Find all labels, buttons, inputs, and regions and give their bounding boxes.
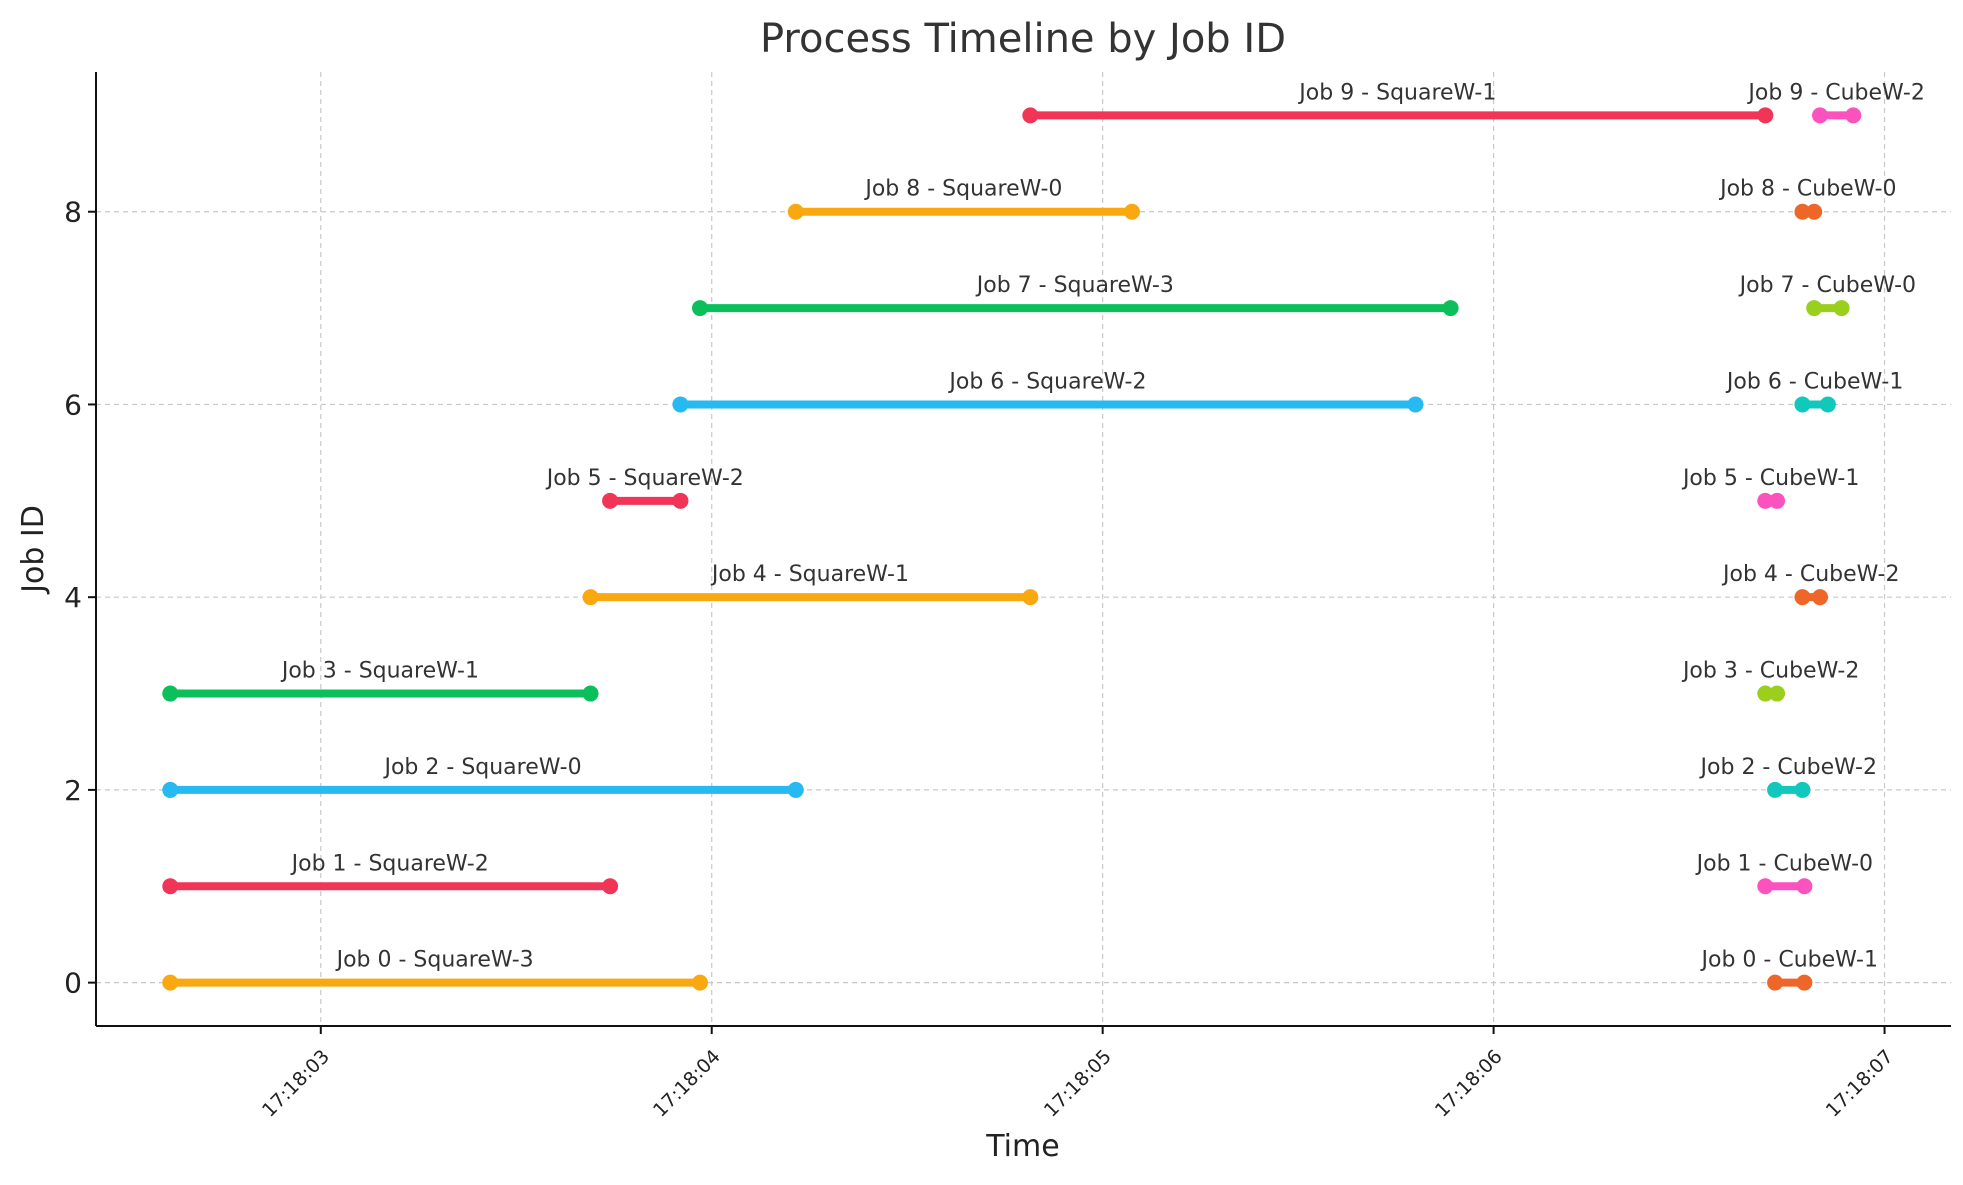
segment-end-point xyxy=(1794,781,1811,798)
y-tick-label: 8 xyxy=(64,196,82,229)
segment-end-point xyxy=(1796,974,1813,991)
segment-start-point xyxy=(162,685,179,702)
segment-start-point xyxy=(691,300,708,317)
segment-end-point xyxy=(1407,396,1424,413)
segment-start-point xyxy=(1767,974,1784,991)
segment-start-point xyxy=(787,203,804,220)
segment-end-point xyxy=(1022,589,1039,606)
segment-label: Job 4 - CubeW-2 xyxy=(1721,562,1899,587)
segment-start-point xyxy=(162,974,179,991)
segment-end-point xyxy=(787,781,804,798)
segment-end-point xyxy=(672,492,689,509)
y-tick-label: 2 xyxy=(64,774,82,807)
segment-end-point xyxy=(1796,878,1813,895)
chart-title: Process Timeline by Job ID xyxy=(760,16,1286,62)
y-tick-label: 6 xyxy=(64,388,82,421)
segment-end-point xyxy=(1769,492,1786,509)
segment-start-point xyxy=(1757,492,1774,509)
segment-label: Job 0 - CubeW-1 xyxy=(1700,948,1878,973)
segment-start-point xyxy=(1767,781,1784,798)
segment-end-point xyxy=(602,878,619,895)
segment-label: Job 4 - SquareW-1 xyxy=(710,562,909,587)
segment-label: Job 5 - CubeW-1 xyxy=(1681,466,1859,491)
y-tick-label: 0 xyxy=(64,967,82,1000)
label-layer: Job 0 - SquareW-3 Job 1 - SquareW-2 Job 2 … xyxy=(280,80,1925,972)
segment-end-point xyxy=(1812,589,1829,606)
segment-start-point xyxy=(1806,300,1823,317)
segment-label: Job 3 - CubeW-2 xyxy=(1681,659,1859,684)
segment-start-point xyxy=(582,589,599,606)
segment-label: Job 5 - SquareW-2 xyxy=(545,466,744,491)
y-axis-label: Job ID xyxy=(16,505,51,595)
segment-start-point xyxy=(1757,878,1774,895)
segment-start-point xyxy=(1794,589,1811,606)
segment-start-point xyxy=(162,781,179,798)
segment-label: Job 9 - CubeW-2 xyxy=(1746,80,1924,105)
segment-end-point xyxy=(1819,396,1836,413)
segment-end-point xyxy=(691,974,708,991)
segment-label: Job 1 - CubeW-0 xyxy=(1695,851,1873,876)
segment-label: Job 2 - CubeW-2 xyxy=(1699,755,1877,780)
segment-start-point xyxy=(1794,203,1811,220)
segment-end-point xyxy=(1757,107,1774,124)
segment-label: Job 6 - CubeW-1 xyxy=(1725,369,1903,394)
segment-label: Job 2 - SquareW-0 xyxy=(382,755,581,780)
segment-start-point xyxy=(1794,396,1811,413)
segment-end-point xyxy=(582,685,599,702)
segment-label: Job 6 - SquareW-2 xyxy=(947,369,1146,394)
segment-label: Job 7 - SquareW-3 xyxy=(975,273,1174,298)
segment-start-point xyxy=(602,492,619,509)
x-tick-label: 17:18:04 xyxy=(649,1046,725,1122)
segment-label: Job 7 - CubeW-0 xyxy=(1738,273,1916,298)
segment-label: Job 3 - SquareW-1 xyxy=(280,659,479,684)
segment-start-point xyxy=(1757,685,1774,702)
segment-label: Job 8 - CubeW-0 xyxy=(1718,177,1896,202)
segment-label: Job 9 - SquareW-1 xyxy=(1297,80,1496,105)
x-tick-label: 17:18:05 xyxy=(1040,1046,1116,1122)
segment-start-point xyxy=(1022,107,1039,124)
x-tick-label: 17:18:06 xyxy=(1431,1046,1507,1122)
axes-layer xyxy=(95,72,1951,1027)
segment-layer xyxy=(162,107,1862,991)
segment-end-point xyxy=(1833,300,1850,317)
segment-label: Job 0 - SquareW-3 xyxy=(335,948,534,973)
segment-end-point xyxy=(1123,203,1140,220)
segment-end-point xyxy=(1845,107,1862,124)
x-tick-label: 17:18:03 xyxy=(258,1046,334,1122)
segment-end-point xyxy=(1769,685,1786,702)
segment-label: Job 8 - SquareW-0 xyxy=(863,177,1062,202)
segment-start-point xyxy=(672,396,689,413)
y-tick-label: 4 xyxy=(64,581,82,614)
segment-end-point xyxy=(1806,203,1823,220)
segment-start-point xyxy=(1812,107,1829,124)
segment-label: Job 1 - SquareW-2 xyxy=(290,851,489,876)
segment-end-point xyxy=(1442,300,1459,317)
segment-start-point xyxy=(162,878,179,895)
x-tick-label: 17:18:07 xyxy=(1822,1046,1898,1122)
x-axis-label: Time xyxy=(985,1129,1059,1164)
